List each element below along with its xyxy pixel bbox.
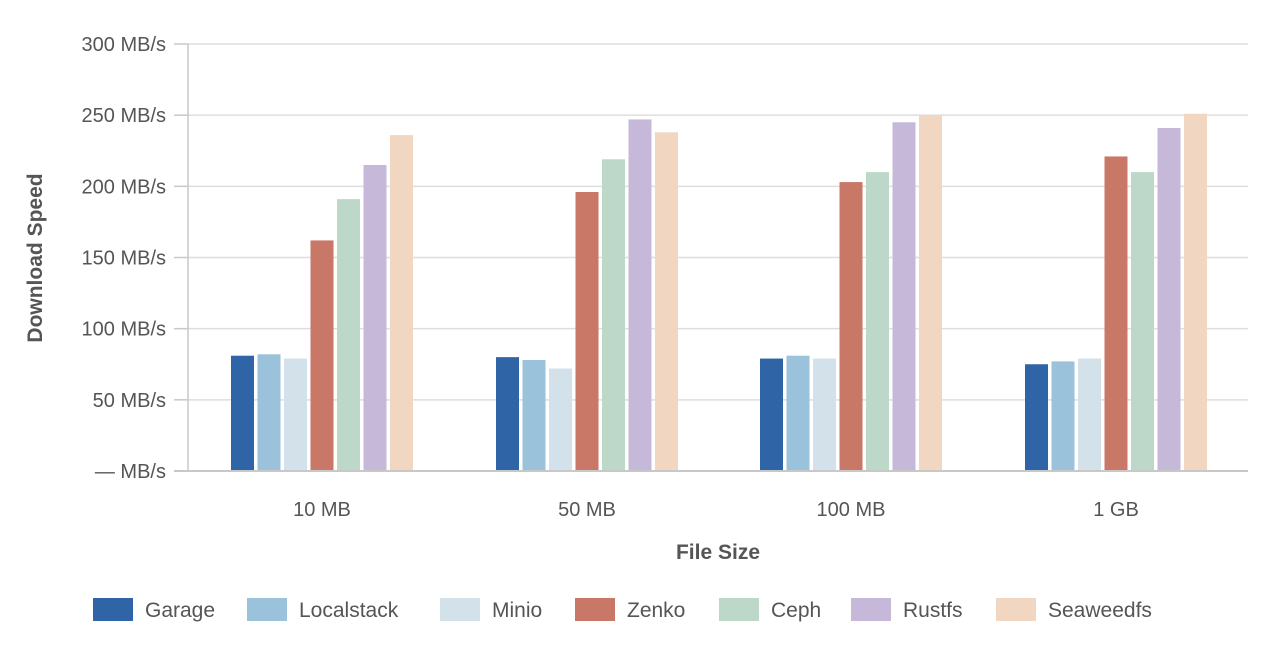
axes [174, 43, 1248, 472]
bar-rustfs-1gb [1157, 127, 1181, 471]
legend-item: Ceph [719, 598, 821, 622]
bar-minio-1gb [1078, 358, 1101, 471]
legend-swatch [996, 598, 1036, 621]
legend: Garage Localstack Minio Zenko Ceph Rustfs Seaw… [93, 598, 1152, 622]
legend-swatch [851, 598, 891, 621]
bar-garage-1gb [1025, 364, 1048, 471]
legend-item: Localstack [247, 598, 399, 622]
bar-minio-10mb [284, 358, 307, 471]
x-axis-title: File Size [676, 541, 760, 564]
bar-localstack-50mb [522, 359, 546, 471]
legend-item: Garage [93, 598, 215, 622]
bar-zenko-50mb [575, 192, 599, 471]
legend-label: Localstack [299, 599, 399, 622]
x-tick-labels: 10 MB 50 MB 100 MB 1 GB [293, 499, 1139, 521]
legend-item: Rustfs [851, 598, 963, 622]
bar-seaweedfs-10mb [390, 135, 413, 472]
bar-localstack-1gb [1051, 361, 1075, 471]
legend-swatch [719, 598, 759, 621]
bar-zenko-100mb [839, 182, 863, 471]
legend-label: Minio [492, 599, 542, 622]
bar-ceph-100mb [866, 172, 889, 471]
y-tick-label: — MB/s [95, 461, 166, 483]
bar-garage-100mb [760, 358, 783, 471]
x-tick-label: 100 MB [817, 499, 886, 521]
bar-minio-50mb [549, 368, 572, 471]
bar-rustfs-10mb [363, 164, 387, 471]
legend-swatch [247, 598, 287, 621]
y-tick-label: 50 MB/s [93, 390, 166, 412]
bars [231, 113, 1207, 472]
x-tick-label: 50 MB [558, 499, 616, 521]
legend-item: Seaweedfs [996, 598, 1152, 622]
y-tick-labels: — MB/s 50 MB/s 100 MB/s 150 MB/s 200 MB/s 250… [82, 34, 166, 483]
bar-localstack-100mb [786, 355, 810, 471]
bar-minio-100mb [813, 358, 836, 471]
y-tick-label: 150 MB/s [82, 248, 166, 270]
bar-ceph-1gb [1131, 172, 1154, 471]
bar-rustfs-100mb [892, 122, 916, 472]
y-tick-label: 100 MB/s [82, 319, 166, 341]
bar-garage-50mb [496, 357, 519, 471]
bar-zenko-10mb [310, 240, 334, 471]
legend-label: Zenko [627, 599, 685, 622]
bar-garage-10mb [231, 355, 254, 471]
y-tick-label: 300 MB/s [82, 34, 166, 56]
bar-seaweedfs-1gb [1184, 113, 1207, 471]
bar-ceph-50mb [602, 159, 625, 472]
legend-swatch [440, 598, 480, 621]
legend-swatch [93, 598, 133, 621]
legend-swatch [575, 598, 615, 621]
x-tick-label: 10 MB [293, 499, 351, 521]
bar-rustfs-50mb [628, 119, 652, 471]
bar-zenko-1gb [1104, 156, 1128, 471]
legend-label: Rustfs [903, 599, 963, 622]
legend-item: Zenko [575, 598, 685, 622]
x-tick-label: 1 GB [1093, 499, 1139, 521]
bar-seaweedfs-50mb [655, 132, 678, 471]
y-tick-label: 250 MB/s [82, 105, 166, 127]
bar-ceph-10mb [337, 199, 360, 472]
bar-seaweedfs-100mb [919, 115, 942, 472]
legend-item: Minio [440, 598, 542, 622]
y-axis-title: Download Speed [24, 173, 47, 342]
legend-label: Garage [145, 599, 215, 622]
legend-label: Seaweedfs [1048, 599, 1152, 622]
bar-localstack-10mb [257, 354, 281, 471]
y-tick-label: 200 MB/s [82, 176, 166, 198]
legend-label: Ceph [771, 599, 821, 622]
